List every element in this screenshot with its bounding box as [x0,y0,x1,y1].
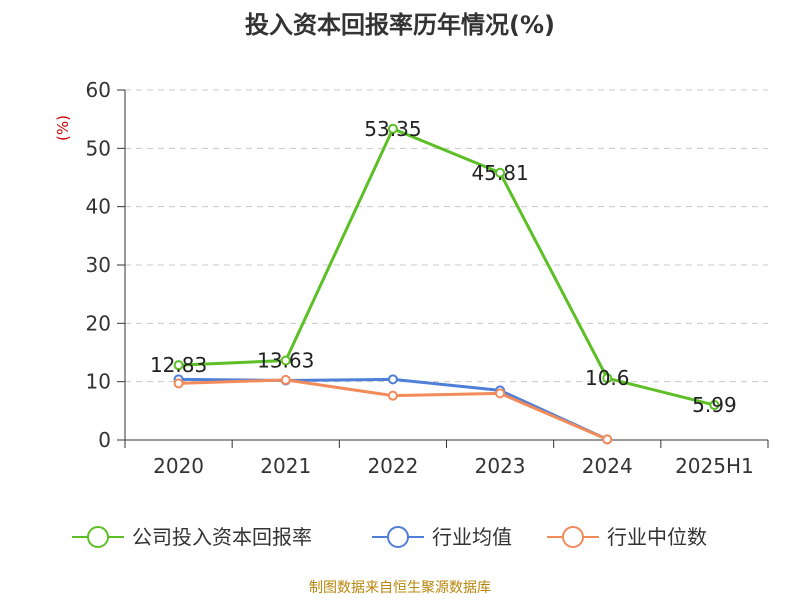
y-tick-label: 30 [86,253,111,277]
x-tick-label: 2020 [153,454,204,478]
data-label: 53.35 [364,117,421,141]
x-tick-label: 2023 [475,454,526,478]
data-point[interactable] [389,392,397,400]
y-tick-label: 60 [86,78,111,102]
x-tick-label: 2024 [582,454,633,478]
legend-label[interactable]: 公司投入资本回报率 [132,525,312,549]
source-note: 制图数据来自恒生聚源数据库 [309,580,491,596]
y-tick-label: 20 [86,311,111,335]
data-label: 13.63 [257,348,314,372]
data-point[interactable] [603,435,611,443]
data-label: 10.6 [585,366,630,390]
data-point[interactable] [175,379,183,387]
series-layer [175,125,719,444]
x-tick-label: 2021 [260,454,311,478]
legend-label[interactable]: 行业中位数 [607,525,707,549]
legend[interactable]: 公司投入资本回报率 行业均值 行业中位数 [72,525,707,549]
legend-swatch-marker[interactable] [563,527,583,547]
grid-lines [125,90,768,382]
data-labels: 12.83 13.63 53.35 45.81 10.6 5.99 [150,117,737,417]
data-label: 12.83 [150,353,207,377]
data-point[interactable] [282,376,290,384]
axes: 0 10 20 30 40 50 60 2020 2021 2022 2023 2024 2025H1 [86,78,768,478]
data-point[interactable] [389,375,397,383]
series-line [179,379,608,439]
y-tick-label: 0 [98,428,111,452]
x-tick-label: 2025H1 [675,454,754,478]
y-axis-label: (%) [54,115,72,141]
y-tick-label: 40 [86,195,111,219]
data-label: 45.81 [471,161,528,185]
legend-swatch-marker[interactable] [388,527,408,547]
data-point[interactable] [496,389,504,397]
data-label: 5.99 [692,393,737,417]
chart-title: 投入资本回报率历年情况(%) [245,11,555,39]
legend-swatch-marker[interactable] [88,527,108,547]
legend-label[interactable]: 行业均值 [432,525,512,549]
y-tick-label: 10 [86,370,111,394]
chart: 投入资本回报率历年情况(%) (%) 0 10 20 30 40 50 60 2020 2021… [0,0,800,600]
x-tick-label: 2022 [367,454,418,478]
y-tick-label: 50 [86,136,111,160]
